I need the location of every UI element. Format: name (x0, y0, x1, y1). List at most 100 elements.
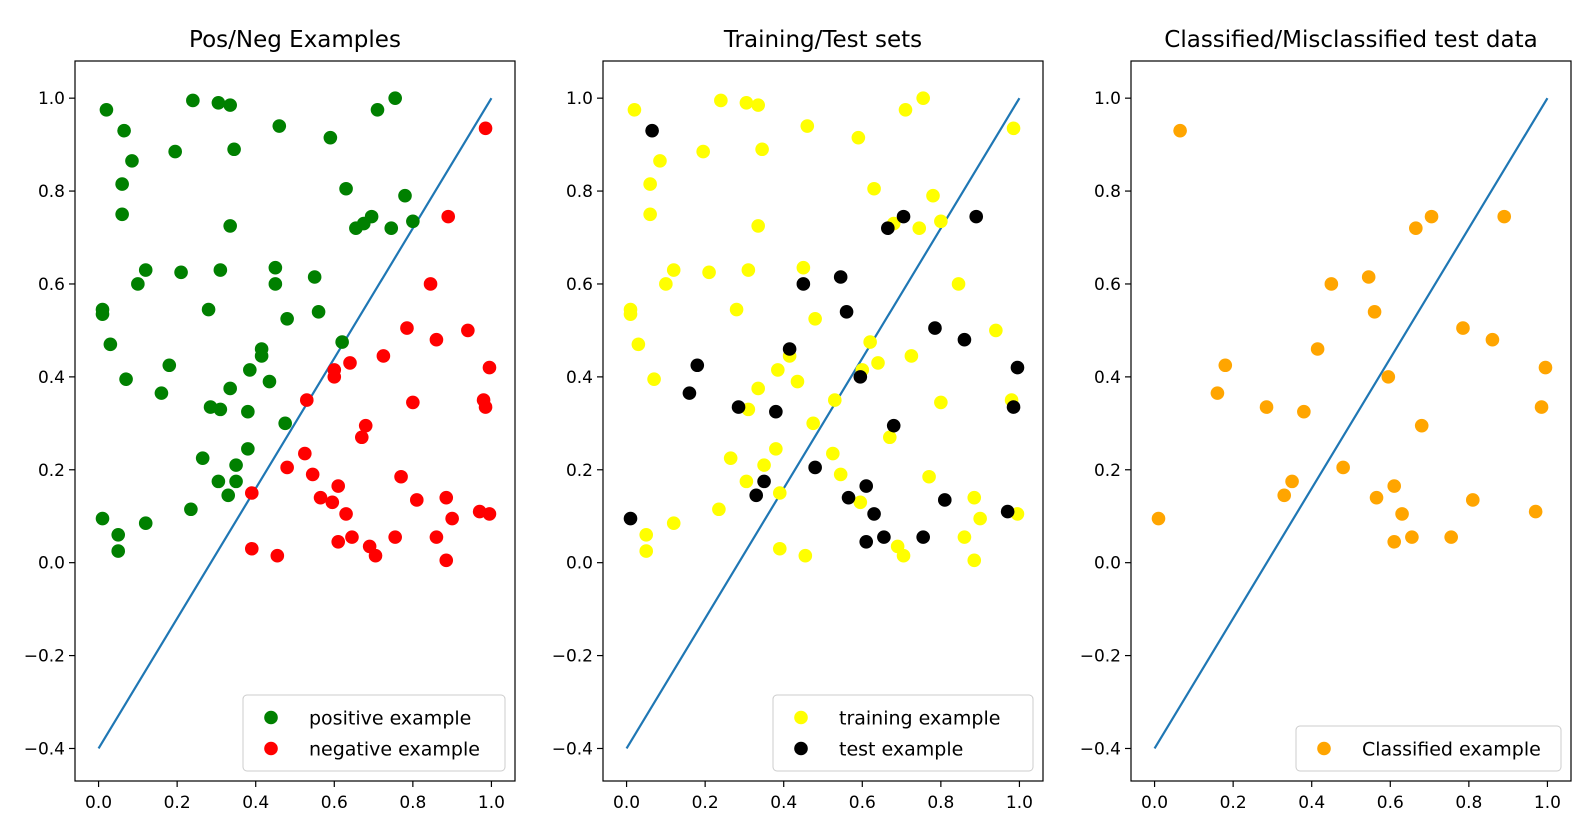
legend-marker (264, 741, 278, 756)
data-point (482, 360, 497, 375)
data-point (99, 102, 114, 117)
data-point (643, 207, 657, 222)
axes-frame (74, 60, 516, 782)
y-tick-label: −0.4 (24, 739, 65, 759)
x-tick-label: 0.2 (1220, 793, 1247, 813)
y-tick-label: 0.4 (1094, 368, 1121, 388)
data-point (1010, 360, 1025, 375)
data-point (388, 91, 402, 105)
data-point (729, 302, 744, 317)
x-tick-label: 1.0 (1534, 793, 1561, 813)
legend-box (772, 694, 1034, 772)
data-point (1534, 400, 1549, 414)
x-tick-label: 0.4 (242, 793, 269, 813)
data-point (394, 469, 408, 484)
axes-frame (1130, 60, 1572, 782)
data-point (223, 219, 237, 233)
data-point (926, 188, 940, 203)
x-tick-label: 0.0 (85, 793, 112, 813)
data-point (751, 219, 765, 233)
y-tick-label: 0.8 (1094, 182, 1121, 202)
data-point (343, 356, 357, 370)
data-point (174, 265, 188, 280)
data-point (1387, 534, 1402, 549)
data-point (882, 430, 897, 445)
data-point (278, 416, 292, 431)
data-point (867, 181, 881, 196)
x-tick-label: 0.8 (1455, 793, 1482, 813)
data-point (751, 381, 765, 396)
series-1 (95, 91, 420, 558)
data-point (863, 335, 877, 349)
data-point (268, 260, 283, 275)
data-point (358, 418, 373, 433)
data-point (771, 363, 785, 377)
data-point (254, 349, 269, 363)
legend-marker (794, 710, 808, 725)
y-tick-label: −0.2 (24, 647, 65, 667)
data-point (1424, 209, 1439, 224)
data-point (441, 209, 456, 224)
data-point (439, 553, 454, 568)
data-point (749, 488, 764, 503)
legend-marker (264, 710, 278, 725)
data-point (739, 96, 754, 110)
data-point (1381, 370, 1396, 384)
data-point (1336, 460, 1350, 475)
data-point (934, 395, 948, 410)
legend-label: test example (839, 739, 963, 761)
legend: positive example negative example (242, 694, 506, 772)
legend-label: negative example (309, 739, 480, 761)
y-tick-label: −0.4 (1080, 739, 1121, 759)
data-point (937, 493, 952, 507)
data-point (1006, 121, 1021, 136)
data-point (833, 467, 848, 482)
y-tick-label: 0.8 (566, 182, 593, 202)
data-point (739, 474, 754, 489)
data-point (702, 265, 716, 280)
data-point (227, 142, 241, 157)
data-point (682, 386, 697, 400)
y-tick-label: 0.0 (38, 554, 65, 574)
data-point (1369, 490, 1384, 505)
data-point (119, 372, 133, 386)
data-point (270, 548, 285, 563)
x-tick-label: 0.8 (399, 793, 426, 813)
y-tick-label: 0.4 (566, 368, 593, 388)
data-point (653, 154, 667, 168)
chart-title: Classified/Misclassified test data (1164, 27, 1537, 53)
legend-marker (1317, 741, 1331, 756)
data-point (1485, 332, 1500, 347)
x-tick-label: 0.2 (692, 793, 719, 813)
data-point (400, 321, 414, 335)
data-point (639, 528, 654, 542)
data-point (115, 177, 129, 191)
data-point (370, 102, 385, 117)
decision-line (1153, 97, 1549, 750)
data-point (478, 400, 493, 414)
data-point (1395, 507, 1409, 521)
data-point (896, 548, 911, 563)
data-point (957, 332, 972, 347)
data-point (311, 305, 326, 319)
data-point (125, 154, 139, 168)
data-point (1444, 530, 1458, 544)
data-point (922, 469, 936, 484)
x-tick-label: 0.6 (849, 793, 876, 813)
data-point (1218, 358, 1233, 373)
data-point (951, 277, 966, 291)
data-point (409, 493, 424, 507)
data-point (712, 502, 726, 517)
data-point (1538, 360, 1553, 375)
data-point (1405, 530, 1419, 544)
data-point (280, 312, 294, 326)
data-point (769, 404, 783, 419)
legend-box (242, 694, 506, 772)
data-point (111, 528, 126, 542)
data-point (229, 474, 243, 489)
plot-area (95, 91, 497, 750)
data-point (298, 446, 312, 461)
data-point (1361, 270, 1376, 284)
series-1 (1151, 123, 1553, 549)
data-point (916, 530, 930, 544)
